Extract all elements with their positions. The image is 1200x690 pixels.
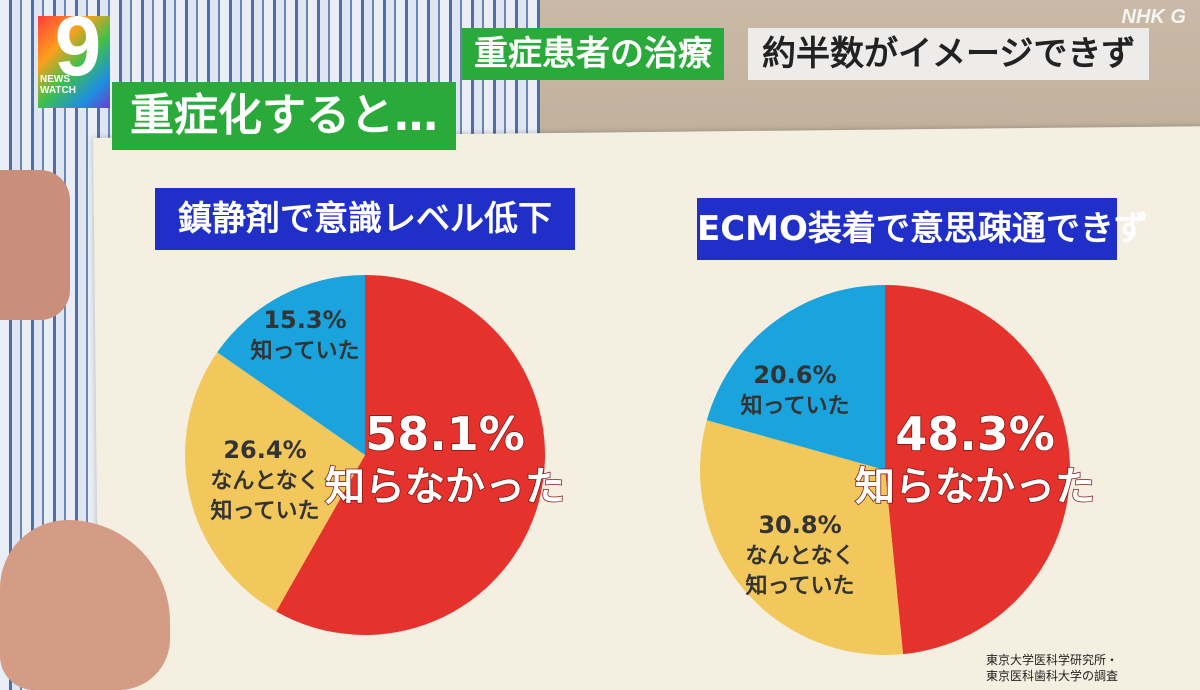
slice-value-label: 26.4% <box>223 436 306 464</box>
slice-did-not-know <box>276 275 545 635</box>
slice-category-label: 知っていた <box>211 498 320 524</box>
slice-category-label: 知っていた <box>746 573 855 599</box>
slice-value-label: 48.3% <box>895 407 1055 461</box>
slice-knew <box>217 275 365 455</box>
slice-category-label: なんとなく <box>745 544 854 569</box>
slice-category-label: なんとなく <box>210 469 319 494</box>
source-line-1: 東京大学医科学研究所・ <box>986 653 1119 667</box>
slice-somewhat-knew <box>184 352 365 612</box>
slice-did-not-know <box>885 285 1071 655</box>
background-arm <box>0 170 70 320</box>
slice-knew <box>706 285 885 470</box>
logo-text-watch: WATCH <box>40 85 76 96</box>
chart-title-sedation: 鎮静剤で意識レベル低下 <box>155 188 575 250</box>
slice-category-label: 知らなかった <box>325 464 565 510</box>
nhk-watermark: NHK G <box>1121 6 1186 28</box>
slice-category-label: 知っていた <box>251 338 360 364</box>
caption-subheading: 重症化すると… <box>112 82 456 150</box>
source-line-2: 東京医科歯科大学の調査 <box>986 669 1119 683</box>
news-watch-9-logo <box>38 16 110 108</box>
slice-category-label: 知らなかった <box>855 464 1095 510</box>
chart-title-ecmo: ECMO装着で意思疎通できず <box>697 198 1148 260</box>
slice-value-label: 58.1% <box>365 407 525 461</box>
slice-somewhat-knew <box>699 420 904 656</box>
logo-number: 9 <box>54 0 102 93</box>
logo-text-news: NEWS <box>40 74 70 85</box>
caption-headline: 約半数がイメージできず <box>748 28 1150 80</box>
slice-value-label: 15.3% <box>263 306 346 334</box>
source-note: 東京大学医科学研究所・ 東京医科歯科大学の調査 <box>986 652 1118 684</box>
slice-value-label: 30.8% <box>758 511 841 539</box>
slice-category-label: 知っていた <box>741 393 850 419</box>
slice-value-label: 20.6% <box>753 361 836 389</box>
caption-topic: 重症患者の治療 <box>462 28 724 80</box>
